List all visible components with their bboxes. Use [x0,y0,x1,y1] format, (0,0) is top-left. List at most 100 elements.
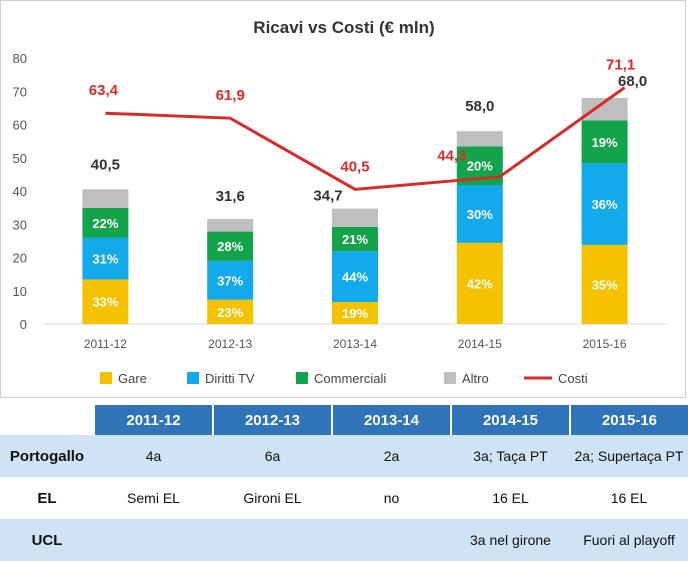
cost-label: 61,9 [216,87,245,104]
cost-label: 40,5 [340,158,369,175]
bar-segment [332,251,378,303]
legend-swatch [296,372,308,384]
segment-label: 33% [92,295,118,310]
table-row: UCL 3a nel girone Fuori al playoff [0,519,688,561]
bar-segment [207,231,254,261]
table-cell: 3a nel girone [451,519,570,561]
cost-line-path [105,86,626,191]
y-tick-label: 20 [13,251,27,266]
table-cell: Gironi EL [243,490,302,506]
table-row: Portogallo 4a 6a 2a 3a; Taça PT 2a; Supe… [0,435,688,477]
bar-segment [581,120,628,164]
table-cell: no [383,490,400,506]
segment-label: 44% [342,270,368,285]
bar-segment [82,237,129,280]
chart-title: Ricavi vs Costi (€ mln) [253,18,434,37]
y-tick-label: 70 [13,84,27,99]
bar-segment [332,226,378,252]
table-cell: Fuori al playoff [570,519,688,561]
segment-label: 28% [217,239,243,254]
bar-segment [207,260,254,300]
segment-label: 19% [592,135,618,150]
segment-label: 35% [592,277,618,292]
table-cell: 4a [94,435,213,477]
y-tick-label: 30 [13,217,27,232]
x-tick-label: 2012-13 [208,337,252,351]
y-tick-label: 60 [13,118,27,133]
legend-label: Altro [462,371,489,386]
y-tick-label: 50 [13,151,27,166]
x-tick-label: 2014-15 [458,337,502,351]
cost-label: 63,4 [89,82,119,99]
segment-label: 31% [92,251,118,266]
table-header-2014-15: 2014-15 [450,405,570,435]
table-header-2015-16: 2015-16 [569,405,688,435]
legend-label: Gare [118,371,147,386]
data-labels: 33% 31% 22% 23% 37% 28% 19% 44% 21% 42% 30% 20% 35% 3… [89,57,647,321]
table-header-2013-14: 2013-14 [331,405,451,435]
legend-swatch [100,372,112,384]
table-header-2011-12: 2011-12 [93,405,213,435]
table-cell: 6a [213,435,332,477]
table-corner [0,405,94,435]
chart-svg: Ricavi vs Costi (€ mln) 0 10 20 30 40 50 60 70 8… [13,18,667,386]
chart-panel: Ricavi vs Costi (€ mln) 0 10 20 30 40 50 60 70 8… [0,0,686,398]
row-label-el: EL [37,489,57,507]
legend-swatch [444,372,456,384]
bar-segment [207,218,254,232]
season-results-table: 2011-12 2012-13 2013-14 2014-15 2015-16 … [0,405,688,562]
total-label: 58,0 [465,98,494,115]
legend-label: Commerciali [314,371,386,386]
table-cell: 2a; Supertaça PT [570,435,688,477]
table-cell [213,519,332,561]
row-label-portogallo: Portogallo [0,435,94,477]
table-row: EL Semi EL Gironi EL no 16 EL 16 EL [0,477,688,519]
x-tick-label: 2015-16 [583,337,627,351]
segment-label: 19% [342,306,368,321]
segment-label: 20% [467,159,493,174]
table-cell: 16 EL [492,490,529,506]
y-axis: 0 10 20 30 40 50 60 70 80 2011-12 2012-13 2013-14 20… [13,51,667,351]
y-tick-label: 0 [20,317,27,332]
x-tick-label: 2013-14 [333,337,377,351]
table-cell: Semi EL [127,490,180,506]
cost-label: 71,1 [606,57,635,74]
legend-label: Costi [558,371,588,386]
table-cell: 3a; Taça PT [451,435,570,477]
segment-label: 37% [217,273,243,288]
segment-label: 22% [92,216,118,231]
bar-segment [581,97,628,121]
segment-label: 36% [592,197,618,212]
cost-line [105,86,626,191]
table-cell: 2a [332,435,451,477]
y-tick-label: 40 [13,184,27,199]
total-label: 40,5 [91,156,120,173]
segment-label: 23% [217,305,243,320]
bar-segment [207,299,254,324]
segment-label: 42% [467,276,493,291]
bar-segment [456,131,503,147]
x-tick-label: 2011-12 [84,337,127,351]
bar-segment [332,302,378,324]
table-header-2012-13: 2012-13 [212,405,332,435]
segment-label: 21% [342,232,368,247]
table-cell [94,519,213,561]
bars [82,97,628,324]
bar-segment [82,207,129,238]
y-tick-label: 10 [13,284,27,299]
bar-segment [456,185,503,243]
bar-segment [581,244,628,324]
total-label: 34,7 [313,188,342,205]
table-cell [332,519,451,561]
bar-segment [581,163,628,245]
bar-segment [456,242,503,324]
y-tick-label: 80 [13,51,27,66]
total-label: 31,6 [216,188,245,205]
row-label-ucl: UCL [0,519,94,561]
table-cell: 16 EL [610,490,648,506]
cost-label: 44,3 [437,148,466,165]
total-label: 68,0 [618,73,647,90]
legend-swatch [187,372,199,384]
bar-segment [82,189,129,208]
legend-label: Diritti TV [205,371,255,386]
